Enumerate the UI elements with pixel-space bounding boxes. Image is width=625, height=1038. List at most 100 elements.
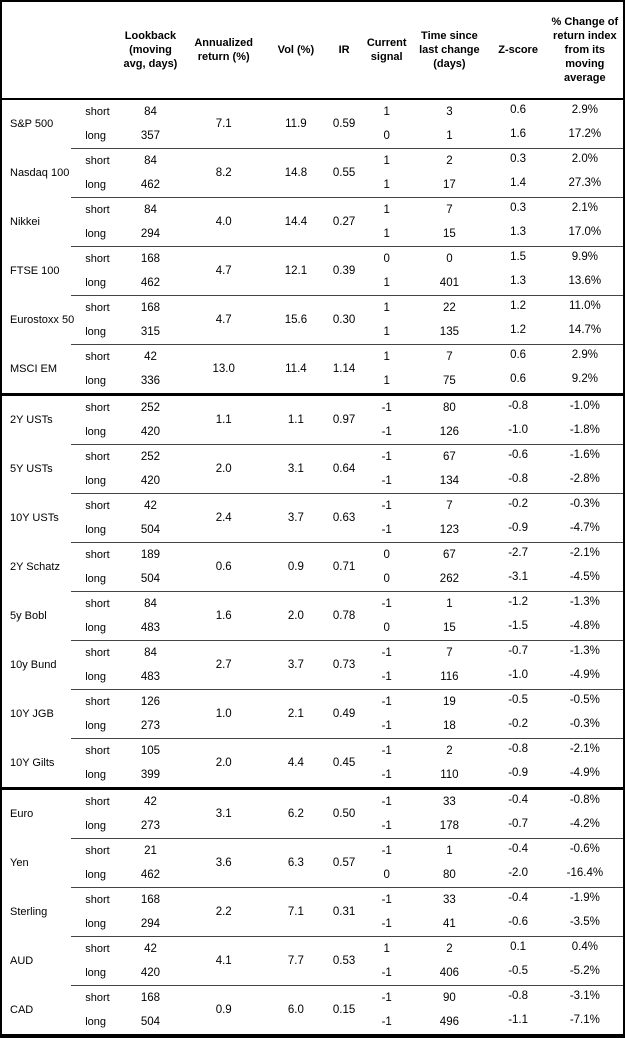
pct-change-cell: -1.9%: [547, 888, 624, 913]
col-header-asset: [1, 1, 72, 100]
pct-change-cell: -1.3%: [547, 641, 624, 666]
pct-change-cell: -0.5%: [547, 690, 624, 715]
annualized-return-value: 2.0: [179, 444, 268, 494]
annualized-return-value: 4.0: [179, 197, 268, 247]
pct-change-cell: -4.8%: [546, 616, 624, 641]
pct-change-value: -0.8%: [569, 794, 600, 806]
zscore-cell: 1.4: [489, 173, 547, 198]
vol-value: 3.7: [267, 493, 324, 543]
pct-change-cell: -16.4%: [546, 863, 624, 888]
current-signal-value: -1: [364, 814, 410, 839]
leg-label-short: short: [85, 894, 110, 906]
pct-change-cell: -0.6%: [547, 839, 624, 864]
table-row-long: long 273 -1 178 -0.7 -4.2%: [1, 814, 624, 839]
header-row: Lookback (moving avg, days) Annualized r…: [1, 1, 624, 100]
pct-change-cell: 13.6%: [546, 271, 624, 296]
annualized-return-value: 3.1: [179, 788, 268, 839]
leg-label-long: long: [71, 1010, 122, 1037]
lookback-value: 273: [121, 714, 180, 739]
asset-name-cell: S&P 500: [10, 118, 54, 131]
zscore-value: -1.0: [508, 424, 529, 436]
zscore-value: -0.7: [508, 818, 529, 830]
table-row-long: long 420 -1 126 -1.0 -1.8%: [1, 420, 624, 445]
zscore-cell: -0.4: [490, 839, 547, 864]
time-since-value: 2: [446, 745, 453, 757]
leg-label-long: long: [71, 222, 122, 247]
current-signal-value: -1: [364, 420, 410, 445]
zscore-cell: 0.6: [490, 345, 547, 370]
zscore-cell: -0.5: [490, 690, 547, 715]
annualized-return-value: 3.6: [179, 838, 268, 888]
zscore-value: 0.3: [510, 153, 527, 165]
zscore-cell: -2.7: [490, 543, 547, 568]
asset-name-cell: Eurostoxx 50: [10, 314, 75, 326]
table-row-long: long 504 -1 123 -0.9 -4.7%: [1, 518, 624, 543]
time-since-value: 15: [409, 222, 490, 247]
lookback-value: 357: [121, 124, 180, 149]
pct-change-cell: -7.1%: [546, 1010, 624, 1037]
lookback-value: 462: [121, 173, 180, 198]
col-header-time-since: Time since last change (days): [409, 1, 490, 100]
lookback-value: 252: [140, 402, 161, 414]
zscore-cell: -1.5: [489, 616, 547, 641]
table-row-long: long 294 1 15 1.3 17.0%: [1, 222, 624, 247]
current-signal-value: 0: [383, 549, 390, 561]
annualized-return-value: 2.0: [179, 738, 268, 790]
zscore-value: -0.8: [508, 473, 529, 485]
asset-group: CAD short 168 0.9 6.0 0.15 -1 90 -0.8 -3…: [1, 985, 624, 1037]
asset-group: 10Y Gilts short 105 2.0 4.4 0.45 -1 2 -0…: [1, 738, 624, 790]
pct-change-cell: -2.1%: [547, 739, 624, 764]
table-row-long: long 462 0 80 -2.0 -16.4%: [1, 863, 624, 888]
pct-change-value: -0.6%: [569, 843, 600, 855]
time-since-value: 75: [409, 369, 490, 396]
ir-value: 0.59: [324, 99, 365, 149]
asset-name-cell: 2Y Schatz: [10, 561, 60, 573]
time-since-value: 7: [446, 351, 453, 363]
time-since-value: 123: [409, 518, 490, 543]
zscore-cell: -0.4: [490, 789, 547, 815]
current-signal-value: -1: [381, 647, 392, 659]
zscore-cell: -1.1: [489, 1010, 547, 1037]
annualized-return-value: 4.7: [179, 246, 268, 296]
table-row-short: Nasdaq 100 short 84 8.2 14.8 0.55 1 2 0.…: [1, 148, 624, 198]
pct-change-value: -4.2%: [569, 818, 600, 830]
vol-value: 6.3: [267, 838, 324, 888]
table-row-long: long 462 1 17 1.4 27.3%: [1, 173, 624, 198]
lookback-value: 42: [144, 351, 157, 363]
zscore-value: -2.0: [508, 867, 529, 879]
pct-change-value: -2.1%: [569, 547, 600, 559]
lookback-value: 84: [144, 155, 157, 167]
col-header-annualized-return: Annualized return (%): [179, 1, 268, 100]
ir-value: 0.27: [324, 197, 365, 247]
table-row-long: long 420 -1 406 -0.5 -5.2%: [1, 961, 624, 986]
pct-change-value: 13.6%: [568, 275, 602, 287]
table-row-short: CAD short 168 0.9 6.0 0.15 -1 90 -0.8 -3…: [1, 985, 624, 1037]
lookback-value: 504: [121, 567, 180, 592]
asset-name-cell: AUD: [10, 955, 34, 967]
leg-label-long: long: [71, 320, 122, 345]
time-since-value: 135: [409, 320, 490, 345]
annualized-return-value: 1.0: [179, 689, 268, 739]
asset-name-cell: Nikkei: [10, 216, 40, 228]
zscore-value: -0.4: [508, 892, 529, 904]
table-row-short: 5Y USTs short 252 2.0 3.1 0.64 -1 67 -0.…: [1, 444, 624, 494]
asset-name-cell: FTSE 100: [10, 265, 60, 277]
annualized-return-value: 4.7: [179, 295, 268, 345]
leg-label-short: short: [85, 549, 110, 561]
pct-change-cell: -0.8%: [547, 789, 624, 815]
leg-label-short: short: [85, 155, 110, 167]
vol-value: 11.4: [267, 344, 324, 396]
asset-group: Yen short 21 3.6 6.3 0.57 -1 1 -0.4 -0.6…: [1, 838, 624, 888]
leg-label-short: short: [85, 696, 110, 708]
leg-label-long: long: [71, 912, 122, 937]
pct-change-cell: -3.5%: [546, 912, 624, 937]
zscore-value: 0.6: [510, 349, 527, 361]
lookback-value: 462: [121, 271, 180, 296]
pct-change-cell: 2.9%: [547, 345, 624, 370]
pct-change-cell: -4.7%: [546, 518, 624, 543]
pct-change-cell: 27.3%: [546, 173, 624, 198]
ir-value: 0.78: [324, 591, 365, 641]
asset-name-cell: Nasdaq 100: [10, 167, 70, 179]
time-since-value: 110: [409, 763, 490, 790]
ir-value: 0.45: [324, 738, 365, 790]
